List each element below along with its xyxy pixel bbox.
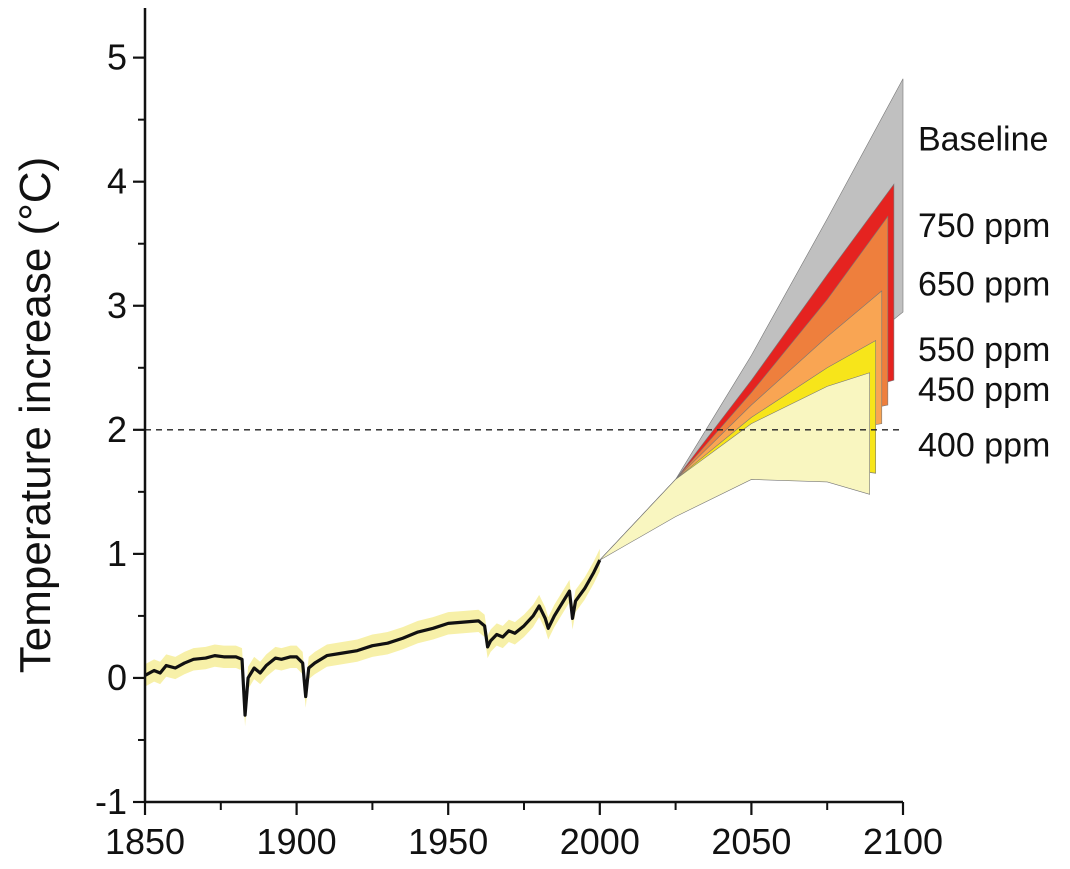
y-tick-label: 0 <box>107 657 127 698</box>
axes: -1 0 1 2 3 4 5 1850 1900 1950 2000 2050 2100 <box>95 8 943 862</box>
historical-temperature-line <box>144 559 602 717</box>
series-label: 450 ppm <box>918 371 1050 409</box>
series-label: 750 ppm <box>918 207 1050 245</box>
x-tick-label: 1850 <box>105 821 185 862</box>
series-label: 650 ppm <box>918 265 1050 303</box>
x-tick-label: 2000 <box>560 821 640 862</box>
x-tick-label: 2050 <box>711 821 791 862</box>
y-tick-label: 1 <box>107 533 127 574</box>
scenario-area-5 <box>599 372 870 561</box>
x-tick-label: 2100 <box>863 821 943 862</box>
y-tick-label: 2 <box>107 409 127 450</box>
historical-uncertainty-band <box>145 548 600 727</box>
y-axis-title: Temperature increase (°C) <box>11 157 60 673</box>
x-tick-label: 1950 <box>408 821 488 862</box>
x-tick-label: 1900 <box>257 821 337 862</box>
y-tick-label: -1 <box>95 781 127 822</box>
y-tick-label: 4 <box>107 161 127 202</box>
series-label: 400 ppm <box>918 427 1050 465</box>
y-tick-label: 3 <box>107 285 127 326</box>
series-label: Baseline <box>918 120 1048 158</box>
series-label: 550 ppm <box>918 331 1050 369</box>
y-tick-label: 5 <box>107 37 127 78</box>
plot-areas <box>144 78 904 727</box>
